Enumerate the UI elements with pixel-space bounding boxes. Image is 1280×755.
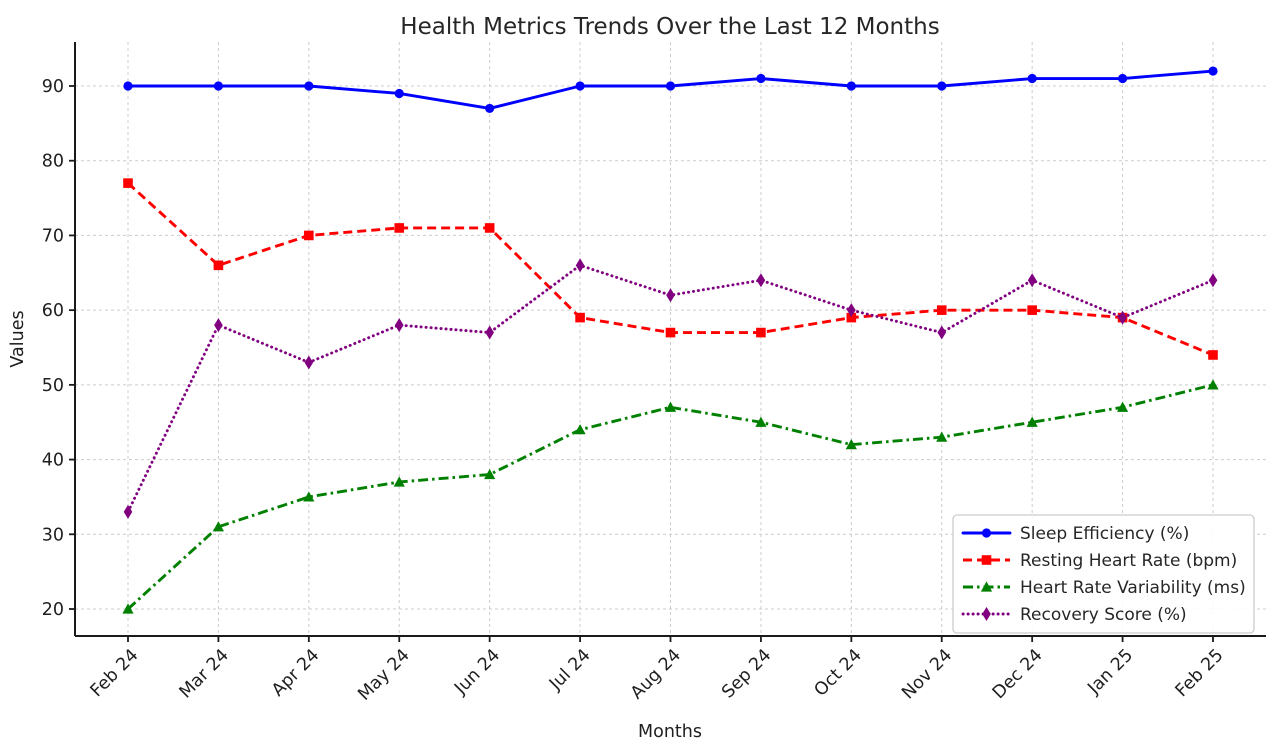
square-marker (936, 305, 947, 315)
legend: Sleep Efficiency (%) Resting Heart Rate (… (952, 514, 1255, 634)
y-tick-label: 90 (42, 77, 64, 97)
x-tick-label: May 24 (354, 645, 413, 704)
circle-marker (304, 81, 314, 91)
y-tick-label: 50 (42, 376, 64, 396)
x-tick-label: Jan 25 (1084, 645, 1138, 699)
square-marker (665, 327, 676, 338)
x-tick-label: Dec 24 (989, 645, 1047, 703)
square-marker (981, 555, 992, 565)
x-tick-label: Oct 24 (811, 645, 866, 700)
x-tick-label: Jul 24 (545, 645, 594, 694)
legend-label: Sleep Efficiency (%) (1020, 524, 1189, 544)
diamond-marker (937, 325, 947, 340)
legend-item: Sleep Efficiency (%) (961, 524, 1189, 544)
triangle-marker (484, 468, 496, 480)
legend-item: Resting Heart Rate (bpm) (963, 551, 1237, 571)
legend-label: Resting Heart Rate (bpm) (1020, 551, 1237, 571)
diamond-marker (666, 288, 675, 303)
x-tick-label: Feb 24 (87, 645, 143, 701)
circle-marker (123, 81, 133, 91)
series-resting-heart-rate-bpm (123, 178, 1218, 360)
legend-box (952, 514, 1255, 634)
triangle-marker (936, 431, 948, 442)
y-tick-label: 40 (42, 451, 64, 471)
x-tick-label: Jun 24 (450, 645, 504, 699)
y-tick-label: 70 (42, 226, 64, 246)
triangle-marker (1026, 416, 1038, 427)
circle-marker (213, 81, 224, 91)
triangle-marker (1207, 379, 1219, 390)
circle-marker (846, 81, 856, 91)
diamond-marker (982, 607, 991, 621)
square-marker (756, 327, 766, 338)
circle-marker (1208, 66, 1218, 76)
triangle-marker (664, 401, 677, 412)
circle-marker (485, 103, 495, 114)
square-marker (123, 178, 133, 188)
x-tick-label: Feb 25 (1172, 645, 1228, 701)
square-marker (846, 312, 857, 323)
diamond-marker (485, 325, 494, 340)
triangle-marker (303, 491, 315, 502)
legend-item: Heart Rate Variability (ms) (963, 578, 1246, 598)
circle-marker (665, 81, 676, 91)
diamond-marker (304, 355, 314, 370)
diamond-marker (123, 504, 133, 519)
x-tick-label: Mar 24 (176, 645, 233, 702)
diamond-marker (394, 318, 404, 333)
circle-marker (981, 528, 992, 538)
triangle-marker (122, 603, 134, 614)
y-tick-label: 80 (42, 152, 64, 172)
series-sleep-efficiency (123, 66, 1218, 114)
diamond-marker (1208, 273, 1218, 288)
triangle-marker (755, 416, 767, 427)
circle-marker (394, 88, 404, 99)
square-marker (213, 260, 224, 271)
square-marker (575, 312, 585, 323)
x-tick-label: Nov 24 (898, 645, 956, 703)
y-tick-label: 60 (42, 301, 64, 321)
triangle-marker (1116, 401, 1129, 412)
circle-marker (937, 81, 947, 91)
square-marker (1208, 350, 1218, 360)
diamond-marker (1027, 273, 1037, 288)
diamond-marker (214, 318, 223, 333)
triangle-marker (574, 424, 586, 435)
x-tick-label: Aug 24 (627, 645, 685, 703)
y-tick-label: 30 (42, 525, 64, 545)
x-tick-label: Apr 24 (268, 645, 323, 700)
series-heart-rate-variability-ms (122, 379, 1219, 614)
triangle-marker (212, 521, 225, 532)
legend-label: Heart Rate Variability (ms) (1020, 578, 1246, 598)
y-axis-label: Values (8, 310, 28, 367)
diamond-marker (756, 273, 766, 288)
diamond-marker (575, 258, 585, 273)
square-marker (484, 223, 495, 233)
data-series (122, 66, 1219, 614)
series-recovery-score (123, 258, 1218, 519)
circle-marker (1117, 73, 1128, 84)
x-axis-label: Months (638, 722, 702, 742)
diamond-marker (1118, 310, 1127, 325)
circle-marker (756, 73, 766, 84)
legend-label: Recovery Score (%) (1020, 605, 1187, 625)
square-marker (1027, 305, 1037, 315)
chart-title: Health Metrics Trends Over the Last 12 M… (400, 14, 939, 40)
square-marker (394, 223, 405, 233)
triangle-marker (845, 439, 857, 450)
x-tick-label: Sep 24 (718, 645, 775, 702)
triangle-marker (393, 476, 405, 487)
square-marker (304, 230, 314, 241)
triangle-marker (980, 581, 993, 592)
diamond-marker (847, 303, 856, 318)
y-tick-label: 20 (42, 600, 64, 620)
circle-marker (1027, 73, 1037, 84)
legend-item: Recovery Score (%) (961, 605, 1187, 625)
circle-marker (575, 81, 585, 91)
